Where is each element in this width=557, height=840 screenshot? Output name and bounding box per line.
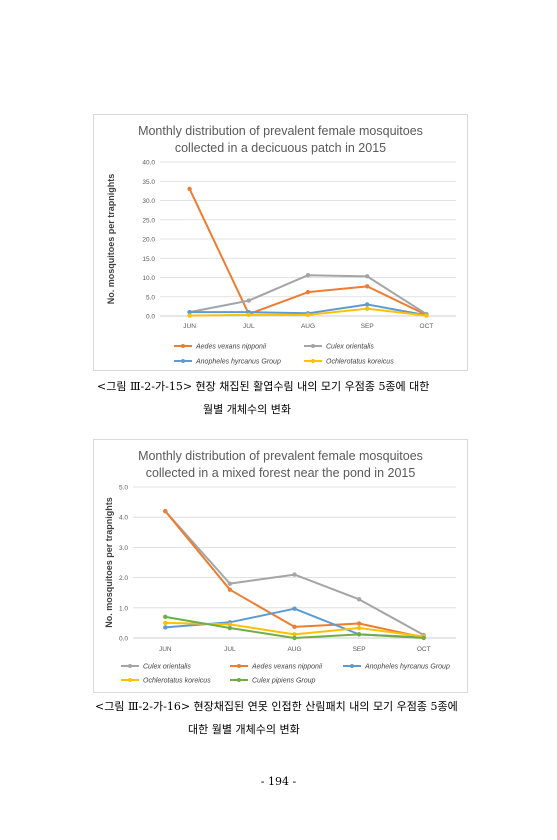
page-number: - 194 - xyxy=(260,775,297,788)
chart-title-line1: Monthly distribution of prevalent female… xyxy=(138,449,423,463)
data-point xyxy=(227,622,233,627)
chart-mixed-forest: Monthly distribution of prevalent female… xyxy=(93,439,468,693)
data-point xyxy=(292,624,297,630)
y-tick-label: 0.0 xyxy=(119,636,128,643)
data-point xyxy=(163,614,168,620)
legend-label: Anopheles hyrcanus Group xyxy=(195,359,281,366)
data-point xyxy=(356,597,362,602)
figure-caption-15-line2: 월별 개체수의 변화 xyxy=(203,403,291,416)
y-tick-label: 40.0 xyxy=(142,160,155,167)
data-point xyxy=(305,272,311,278)
legend-marker xyxy=(311,359,315,363)
data-point xyxy=(187,186,192,192)
data-point xyxy=(365,284,370,289)
data-point xyxy=(163,620,168,626)
legend-label: Culex orientalis xyxy=(143,664,191,671)
data-point xyxy=(365,274,370,279)
chart-title-line1: Monthly distribution of prevalent female… xyxy=(138,124,423,138)
y-tick-label: 20.0 xyxy=(142,237,155,244)
data-point xyxy=(356,625,362,631)
y-tick-label: 35.0 xyxy=(142,179,155,186)
y-tick-label: 3.0 xyxy=(119,545,128,552)
x-tick-label: OCT xyxy=(417,646,431,653)
x-tick-label: JUL xyxy=(224,646,236,653)
x-tick-label: OCT xyxy=(420,323,434,330)
chart-title-line2: collected in a mixed forest near the pon… xyxy=(145,466,416,480)
data-point xyxy=(292,632,297,637)
data-point xyxy=(163,508,168,514)
data-point xyxy=(163,625,168,630)
chart-title-line2: collected in a decicuous patch in 2015 xyxy=(174,141,387,155)
x-tick-label: JUN xyxy=(159,646,172,653)
y-tick-label: 25.0 xyxy=(142,217,155,224)
data-point xyxy=(227,581,233,586)
legend-marker xyxy=(237,678,241,682)
legend-label: Culex pipiens Group xyxy=(252,678,316,685)
legend-marker xyxy=(128,664,132,668)
legend-marker xyxy=(311,344,315,348)
figure-caption-16-line2: 대한 월별 개체수의 변화 xyxy=(188,723,300,736)
data-point xyxy=(292,572,297,577)
data-point xyxy=(305,289,311,295)
data-point xyxy=(227,587,233,592)
data-point xyxy=(356,632,362,637)
legend-marker xyxy=(128,678,132,682)
legend-marker xyxy=(237,664,241,668)
y-tick-label: 5.0 xyxy=(146,294,155,301)
data-point xyxy=(305,312,311,318)
legend-label: Ochlerotatus koreicus xyxy=(143,678,211,685)
legend-marker xyxy=(181,359,185,363)
data-point xyxy=(187,313,192,318)
y-tick-label: 10.0 xyxy=(142,275,155,282)
x-tick-label: JUN xyxy=(183,323,196,330)
legend-label: Culex orientalis xyxy=(326,344,374,351)
y-tick-label: 0.0 xyxy=(146,314,155,321)
x-tick-label: AUG xyxy=(287,646,301,653)
legend-label: Ochlerotatus koreicus xyxy=(326,359,394,366)
legend-label: Anopheles hyrcanus Group xyxy=(364,664,450,671)
figure-caption-15-line1: <그림 Ⅲ-2-가-15> 현장 채집된 활엽수림 내의 모기 우점종 5종에 … xyxy=(97,380,430,393)
figure-caption-16-line1: <그림 Ⅲ-2-가-16> 현장채집된 연못 인접한 산림패치 내의 모기 우점… xyxy=(95,700,458,713)
data-point xyxy=(365,306,370,311)
y-tick-label: 15.0 xyxy=(142,256,155,263)
data-point xyxy=(421,635,426,641)
data-point xyxy=(292,606,297,611)
data-point xyxy=(356,621,362,626)
y-tick-label: 5.0 xyxy=(119,485,128,492)
y-tick-label: 1.0 xyxy=(119,605,128,612)
data-point xyxy=(246,312,251,318)
series-line xyxy=(188,188,427,316)
y-tick-label: 30.0 xyxy=(142,198,155,205)
x-tick-label: SEP xyxy=(361,323,374,330)
y-tick-label: 2.0 xyxy=(119,575,128,582)
line-chart-mixed-forest: 0.0 1.0 2.0 3.0 4.0 5.0 JUN JUL AUG SEP OCT No. mos… xyxy=(104,485,456,685)
data-point xyxy=(187,309,192,315)
legend-label: Aedes vexans nipponii xyxy=(251,664,322,671)
x-tick-label: JUL xyxy=(243,323,255,330)
legend-marker xyxy=(350,664,354,668)
data-point xyxy=(227,625,233,631)
x-tick-label: AUG xyxy=(301,323,315,330)
data-point xyxy=(292,635,297,641)
y-axis-label: No. mosquitoes per trapnights xyxy=(104,497,114,628)
data-point xyxy=(246,298,251,303)
y-tick-label: 4.0 xyxy=(119,515,128,522)
x-tick-label: SEP xyxy=(353,646,366,653)
legend-marker xyxy=(181,344,185,348)
data-point xyxy=(424,313,429,318)
data-point xyxy=(365,302,370,307)
legend-label: Aedes vexans nipponii xyxy=(195,344,266,351)
chart-deciduous-patch: Monthly distribution of prevalent female… xyxy=(93,114,468,371)
y-axis-label: No. mosquitoes per trapnights xyxy=(106,174,116,305)
line-chart-deciduous: 0.0 5.0 10.0 15.0 20.0 25.0 30.0 35.0 40.0 JUN JUL… xyxy=(106,160,456,366)
